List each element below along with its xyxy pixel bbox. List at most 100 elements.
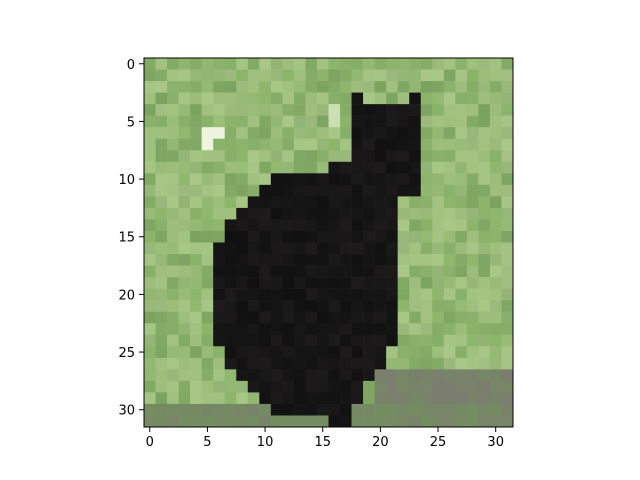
image-pixel [351,323,364,336]
x-tick-label: 15 [314,435,331,450]
image-pixel [443,92,456,105]
image-pixel [478,230,491,243]
image-pixel [201,357,214,370]
image-pixel [293,219,306,232]
image-pixel [224,277,237,289]
image-pixel [351,150,364,163]
image-pixel [409,127,422,140]
image-pixel [478,369,491,382]
image-pixel [259,184,272,197]
image-pixel [455,150,468,163]
image-pixel [190,323,202,336]
image-pixel [363,288,375,301]
image-pixel [155,196,168,209]
image-pixel [178,265,191,278]
image-pixel [340,403,352,416]
image-pixel [328,219,341,232]
image-pixel [167,369,179,382]
image-pixel [201,161,214,174]
image-pixel [259,288,272,301]
image-pixel [316,334,329,347]
image-pixel [501,254,513,266]
image-pixel [201,69,214,82]
image-pixel [328,138,341,151]
image-pixel [409,69,422,82]
image-pixel [443,207,456,220]
image-pixel [247,380,260,393]
image-pixel [201,392,214,405]
image-pixel [478,254,491,266]
image-pixel [201,58,214,70]
image-pixel [213,334,226,347]
image-pixel [270,173,283,186]
image-pixel [155,150,168,163]
image-pixel [282,323,295,336]
image-pixel [466,69,479,82]
image-pixel [328,369,341,382]
image-pixel [501,138,513,151]
image-pixel [409,161,422,174]
image-pixel [374,173,387,186]
image-pixel [340,277,352,289]
image-pixel [340,415,352,427]
image-pixel [443,138,456,151]
image-pixel [178,288,191,301]
image-pixel [455,242,468,255]
image-pixel [167,127,179,140]
image-pixel [420,173,433,186]
image-pixel [466,380,479,393]
image-pixel [340,69,352,82]
image-pixel [443,104,456,116]
image-pixel [466,277,479,289]
image-pixel [363,230,375,243]
image-pixel [420,150,433,163]
image-pixel [455,265,468,278]
image-pixel [420,369,433,382]
image-pixel [328,392,341,405]
image-pixel [443,369,456,382]
image-pixel [489,81,502,93]
image-pixel [501,288,513,301]
image-pixel [351,207,364,220]
image-pixel [340,196,352,209]
image-pixel [167,323,179,336]
image-pixel [340,288,352,301]
image-pixel [409,288,422,301]
image-pixel [466,115,479,128]
image-pixel [144,230,156,243]
image-pixel [328,184,341,197]
image-pixel [316,265,329,278]
image-pixel [455,207,468,220]
image-pixel [247,207,260,220]
image-pixel [489,357,502,370]
image-pixel [420,346,433,359]
image-pixel [443,288,456,301]
image-pixel [409,357,422,370]
image-pixel [167,104,179,116]
image-pixel [409,369,422,382]
image-pixel [247,230,260,243]
image-pixel [155,104,168,116]
image-pixel [305,150,318,163]
image-pixel [316,150,329,163]
image-pixel [190,196,202,209]
image-pixel [351,392,364,405]
image-pixel [224,334,237,347]
image-pixel [190,277,202,289]
image-pixel [397,334,410,347]
image-pixel [328,81,341,93]
image-pixel [316,92,329,105]
image-pixel [259,300,272,312]
image-pixel [340,311,352,324]
image-pixel [270,242,283,255]
image-pixel [178,311,191,324]
image-pixel [501,184,513,197]
image-pixel [478,311,491,324]
image-pixel [224,346,237,359]
image-pixel [236,92,249,105]
image-pixel [144,242,156,255]
image-pixel [420,277,433,289]
image-pixel [144,104,156,116]
image-pixel [363,369,375,382]
image-pixel [155,277,168,289]
